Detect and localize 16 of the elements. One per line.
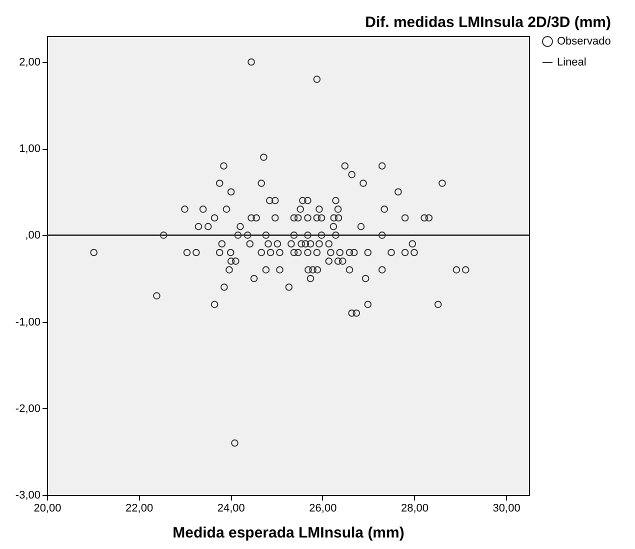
chart-title: Dif. medidas LMInsula 2D/3D (mm) — [365, 14, 612, 31]
x-tick-label: 26,00 — [309, 502, 337, 514]
y-tick-label: 1,00 — [19, 143, 40, 156]
x-tick-label: 28,00 — [400, 502, 429, 514]
y-tick-label: -1,00 — [15, 316, 40, 328]
y-tick-label: -3,00 — [15, 490, 40, 502]
x-tick-label: 24,00 — [217, 502, 245, 514]
legend-label: Observado — [557, 36, 611, 48]
x-tick-label: 30,00 — [492, 502, 520, 514]
y-tick-label: ,00 — [25, 230, 40, 242]
x-tick-label: 22,00 — [126, 502, 154, 514]
x-tick-label: 20,00 — [34, 502, 62, 514]
x-axis-title: Medida esperada LMInsula (mm) — [172, 524, 404, 542]
legend-label: Lineal — [557, 56, 586, 68]
y-tick-label: -2,00 — [15, 402, 40, 415]
y-tick-label: 2,00 — [19, 56, 40, 68]
